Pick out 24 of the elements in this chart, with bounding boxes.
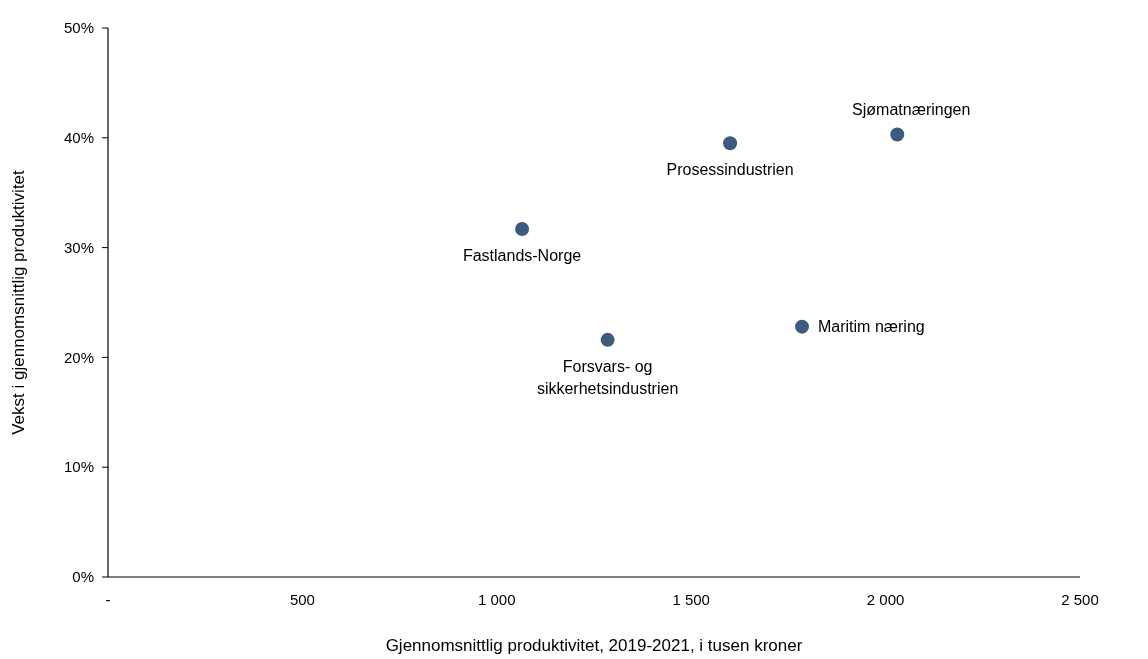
x-tick-label: 1 500 <box>672 591 710 608</box>
annotation: Maritim næring <box>818 317 925 335</box>
y-tick-label: 10% <box>63 458 94 476</box>
x-tick-label: 1 000 <box>478 591 516 608</box>
point <box>600 332 615 347</box>
annotation: Prosessindustrien <box>666 161 794 179</box>
x-tick-label: 500 <box>289 591 315 608</box>
point <box>890 127 905 142</box>
x-tick-label: 2 500 <box>1061 591 1099 608</box>
point <box>723 136 738 151</box>
x-tick-label: - <box>105 591 111 608</box>
y-tick-label: 40% <box>63 129 94 147</box>
y-axis-title: Vekst i gjennomsnittlig produktivitet <box>9 169 28 435</box>
annotation: Forsvars- og sikkerhetsindustrien <box>536 357 679 397</box>
y-tick-label: 30% <box>63 238 94 256</box>
x-tick-label: 2 000 <box>866 591 905 608</box>
point <box>515 221 530 236</box>
y-tick-label: 20% <box>63 348 94 366</box>
point <box>795 319 810 334</box>
y-tick-label: 50% <box>63 19 94 37</box>
x-axis-title: Gjennomsnittlig produktivitet, 2019-2021, i tusen kroner <box>385 636 803 655</box>
annotation: Sjømatnæringen <box>852 100 971 118</box>
y-tick-label: 0% <box>72 568 94 586</box>
annotation: Fastlands-Norge <box>462 246 582 264</box>
